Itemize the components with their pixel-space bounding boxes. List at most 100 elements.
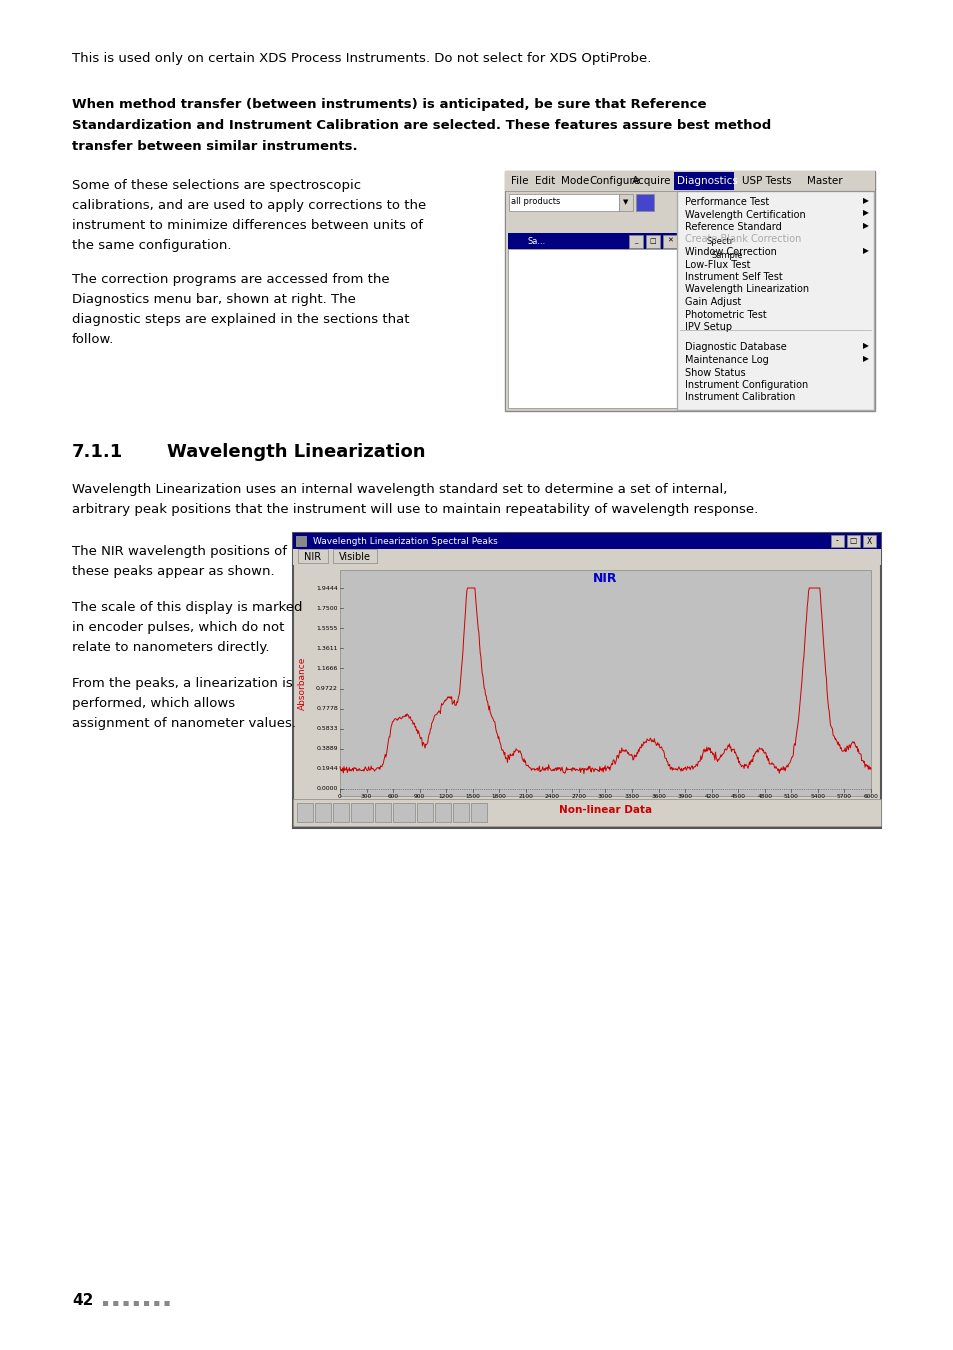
Text: X: X <box>865 536 871 545</box>
Text: When method transfer (between instruments) is anticipated, be sure that Referenc: When method transfer (between instrument… <box>71 99 706 111</box>
Bar <box>686 225 766 286</box>
Bar <box>662 235 677 248</box>
Text: diagnostic steps are explained in the sections that: diagnostic steps are explained in the se… <box>71 313 409 325</box>
Text: 3900: 3900 <box>677 794 692 799</box>
Text: performed, which allows: performed, which allows <box>71 697 234 710</box>
Text: arbitrary peak positions that the instrument will use to maintain repeatability : arbitrary peak positions that the instru… <box>71 504 758 516</box>
Text: Mode: Mode <box>560 176 589 186</box>
Bar <box>645 235 659 248</box>
Text: all products: all products <box>511 197 559 207</box>
Bar <box>293 533 880 828</box>
Text: Show Status: Show Status <box>684 367 745 378</box>
Text: ▼: ▼ <box>622 198 628 205</box>
Text: Configure: Configure <box>588 176 639 186</box>
Text: Visible: Visible <box>338 552 371 562</box>
Text: Spectr: Spectr <box>706 236 734 246</box>
Bar <box>628 235 642 248</box>
Text: 0.5833: 0.5833 <box>316 726 337 732</box>
Bar <box>846 535 859 547</box>
Text: Standardization and Instrument Calibration are selected. These features assure b: Standardization and Instrument Calibrati… <box>71 119 770 132</box>
Bar <box>375 803 391 822</box>
Text: Wavelength Linearization Spectral Peaks: Wavelength Linearization Spectral Peaks <box>313 536 497 545</box>
Text: ▶: ▶ <box>862 354 868 363</box>
Text: 5700: 5700 <box>836 794 851 799</box>
Text: 42: 42 <box>71 1293 93 1308</box>
Text: 4500: 4500 <box>730 794 745 799</box>
Text: Photometric Test: Photometric Test <box>684 309 766 320</box>
Text: 900: 900 <box>414 794 425 799</box>
Text: Non-linear Data: Non-linear Data <box>558 805 652 815</box>
Text: 1.1666: 1.1666 <box>316 666 337 671</box>
Text: 1800: 1800 <box>492 794 506 799</box>
Text: Wavelength Linearization: Wavelength Linearization <box>684 285 808 294</box>
Text: From the peaks, a linearization is: From the peaks, a linearization is <box>71 676 293 690</box>
Text: 1.5555: 1.5555 <box>316 625 337 630</box>
Text: Low-Flux Test: Low-Flux Test <box>684 259 750 270</box>
Text: 3300: 3300 <box>624 794 639 799</box>
Text: Gain Adjust: Gain Adjust <box>684 297 740 306</box>
Text: □: □ <box>649 238 656 244</box>
Text: assignment of nanometer values.: assignment of nanometer values. <box>71 717 295 730</box>
Text: Window Correction: Window Correction <box>684 247 776 256</box>
Bar <box>681 215 689 408</box>
Text: Some of these selections are spectroscopic: Some of these selections are spectroscop… <box>71 180 361 192</box>
Bar <box>618 194 633 211</box>
Text: Instrument Calibration: Instrument Calibration <box>684 393 795 402</box>
Bar <box>509 194 618 211</box>
Text: -: - <box>835 536 838 545</box>
Text: ✕: ✕ <box>666 238 672 244</box>
Text: ▶: ▶ <box>862 196 868 205</box>
Bar <box>293 799 880 826</box>
Text: 5100: 5100 <box>783 794 798 799</box>
Bar <box>504 171 874 190</box>
Text: Create Blank Correction: Create Blank Correction <box>684 235 801 244</box>
Text: 0.7778: 0.7778 <box>315 706 337 711</box>
Text: 0.9722: 0.9722 <box>315 686 337 691</box>
Bar <box>295 536 307 547</box>
Bar <box>351 803 373 822</box>
Bar <box>453 803 469 822</box>
Bar <box>293 549 880 566</box>
Text: 2100: 2100 <box>517 794 533 799</box>
Bar <box>506 192 679 213</box>
Text: _: _ <box>634 238 638 244</box>
Text: 1.9444: 1.9444 <box>315 586 337 590</box>
Text: 4200: 4200 <box>703 794 719 799</box>
Text: instrument to minimize differences between units of: instrument to minimize differences betwe… <box>71 219 422 232</box>
Text: ▶: ▶ <box>862 342 868 351</box>
Text: Performance Test: Performance Test <box>684 197 768 207</box>
Text: ▪ ▪ ▪ ▪ ▪ ▪ ▪: ▪ ▪ ▪ ▪ ▪ ▪ ▪ <box>102 1297 171 1308</box>
Text: The NIR wavelength positions of: The NIR wavelength positions of <box>71 545 287 558</box>
Text: Diagnostic Database: Diagnostic Database <box>684 343 786 352</box>
Text: Wavelength Linearization uses an internal wavelength standard set to determine a: Wavelength Linearization uses an interna… <box>71 483 726 495</box>
Text: 2700: 2700 <box>571 794 586 799</box>
Text: 5400: 5400 <box>809 794 824 799</box>
Bar <box>339 570 870 796</box>
Text: relate to nanometers directly.: relate to nanometers directly. <box>71 641 269 653</box>
Text: Instrument Self Test: Instrument Self Test <box>684 271 781 282</box>
Bar <box>297 549 328 563</box>
Text: 4800: 4800 <box>757 794 772 799</box>
Text: Diagnostics menu bar, shown at right. The: Diagnostics menu bar, shown at right. Th… <box>71 293 355 306</box>
Text: Sa...: Sa... <box>527 236 546 246</box>
Text: Maintenance Log: Maintenance Log <box>684 355 768 364</box>
Text: 1.3611: 1.3611 <box>316 645 337 651</box>
Text: 0.0000: 0.0000 <box>316 787 337 791</box>
Text: in encoder pulses, which do not: in encoder pulses, which do not <box>71 621 284 634</box>
Bar <box>505 190 680 410</box>
Bar <box>636 194 654 211</box>
Text: Wavelength Linearization: Wavelength Linearization <box>142 443 425 460</box>
Text: 0.3889: 0.3889 <box>316 747 337 752</box>
Bar <box>862 535 875 547</box>
Text: ▶: ▶ <box>862 208 868 217</box>
Text: Instrument Configuration: Instrument Configuration <box>684 379 807 390</box>
Text: Edit: Edit <box>535 176 555 186</box>
Text: Absorbance: Absorbance <box>297 656 306 710</box>
Bar <box>293 533 880 549</box>
Text: 1500: 1500 <box>465 794 479 799</box>
Text: Reference Standard: Reference Standard <box>684 221 781 232</box>
Text: 7.1.1: 7.1.1 <box>71 443 123 460</box>
Bar <box>333 549 376 563</box>
Bar <box>435 803 451 822</box>
Text: 2400: 2400 <box>544 794 559 799</box>
